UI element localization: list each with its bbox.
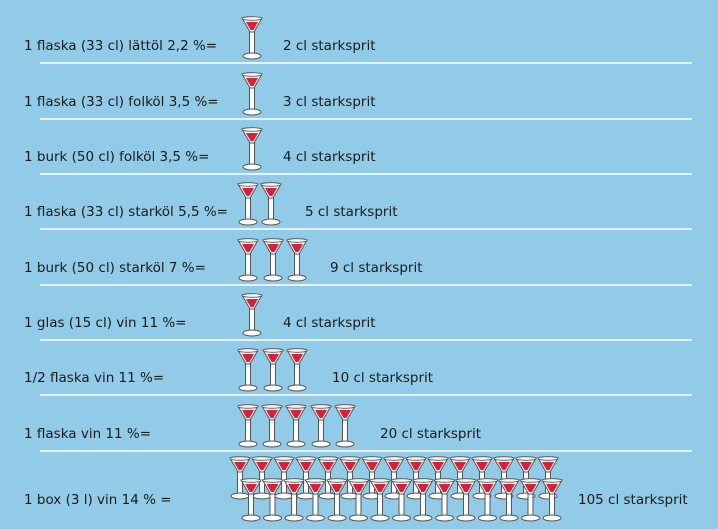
rows: 1 flaska (33 cl) lättöl 2,2 %= 2 cl stark…: [24, 16, 692, 522]
row-equivalent: 20 cl starksprit: [380, 426, 481, 442]
row-label: 1 glas (15 cl) vin 11 %=: [24, 315, 186, 331]
row-equivalent: 3 cl starksprit: [283, 94, 376, 110]
row-label: 1 flaska vin 11 %=: [24, 426, 151, 442]
row-equivalent: 5 cl starksprit: [305, 204, 398, 220]
row-label: 1 burk (50 cl) folköl 3,5 %=: [24, 149, 209, 165]
row-equivalent: 4 cl starksprit: [283, 149, 376, 165]
row-label: 1 flaska (33 cl) starköl 5,5 %=: [24, 204, 228, 220]
row-equivalent: 105 cl starksprit: [578, 492, 688, 508]
row-equivalent: 2 cl starksprit: [283, 38, 376, 54]
row-label: 1 box (3 l) vin 14 % =: [24, 492, 172, 508]
row-equivalent: 10 cl starksprit: [332, 370, 433, 386]
row-label: 1 flaska (33 cl) lättöl 2,2 %=: [24, 38, 217, 54]
row-label: 1 burk (50 cl) starköl 7 %=: [24, 260, 206, 276]
row-equivalent: 9 cl starksprit: [330, 260, 423, 276]
row-label: 1 flaska (33 cl) folköl 3,5 %=: [24, 94, 219, 110]
row-label: 1/2 flaska vin 11 %=: [24, 370, 164, 386]
row-equivalent: 4 cl starksprit: [283, 315, 376, 331]
